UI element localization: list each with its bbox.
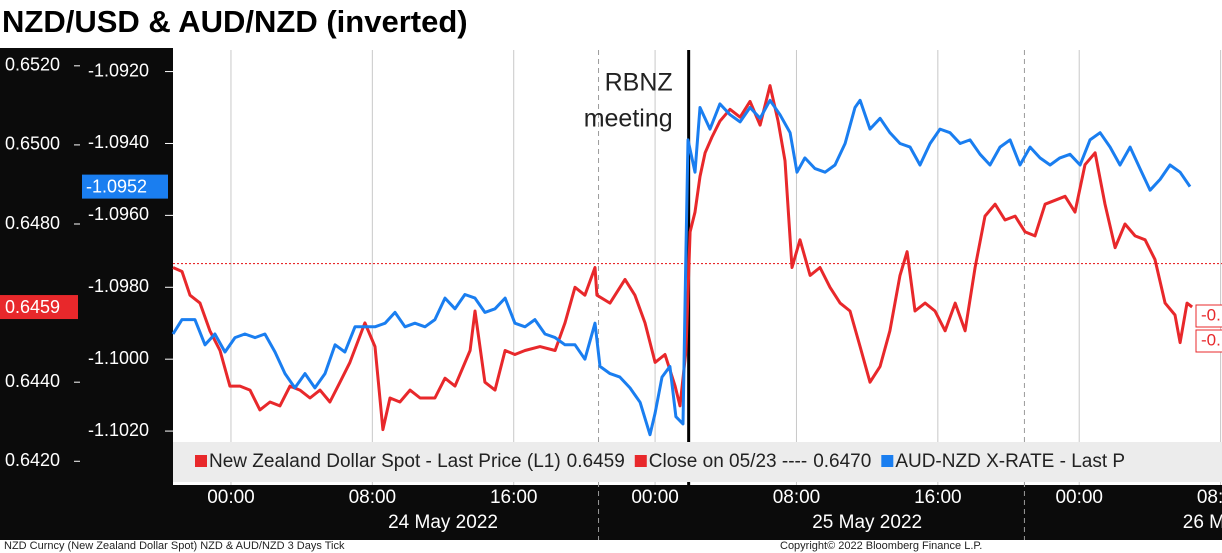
- x-tick-label: 00:00: [631, 487, 679, 508]
- edge-label-box: [1195, 329, 1222, 353]
- edge-label: -0.: [1201, 330, 1221, 349]
- time-axis-panel: [173, 485, 1222, 540]
- edge-label: -0.: [1201, 305, 1221, 324]
- axis-panel: [0, 48, 173, 540]
- last-value-box: [0, 295, 78, 320]
- annotation-text: meeting: [584, 105, 673, 133]
- y-tick-label: 0.6500: [5, 134, 60, 154]
- legend-band: [173, 442, 1222, 482]
- legend-part: AUD-NZD X-RATE - Last P: [895, 451, 1125, 472]
- last-value-label: -1.0952: [86, 176, 147, 196]
- y-tick-label: 0.6420: [5, 450, 60, 470]
- y-tick-label: 0.6520: [5, 55, 60, 75]
- y2-tick-label: -1.0980: [88, 276, 149, 296]
- last-value-label: 0.6459: [5, 297, 60, 317]
- legend-text: AUD-NZD X-RATE - Last P: [895, 451, 1125, 472]
- last-value-box: [82, 174, 168, 199]
- y-tick-label: 0.6480: [5, 213, 60, 233]
- plot-lines: RBNZ meeting: [171, 50, 1194, 485]
- x-tick-label: 08:00: [1197, 487, 1222, 508]
- legend-part: Close on 05/23 ----: [649, 451, 807, 472]
- annotation-text: RBNZ: [605, 69, 673, 97]
- y2-tick-label: -1.1000: [88, 348, 149, 368]
- series-line: [172, 84, 1194, 432]
- legend-swatch: [881, 455, 894, 467]
- y-tick-label: 0.6440: [5, 371, 60, 391]
- x-tick-label: 08:00: [349, 487, 397, 508]
- legend: New Zealand Dollar Spot - Last Price (L1…: [195, 451, 1125, 472]
- y2-tick-label: -1.0920: [88, 60, 149, 80]
- x-tick-label: 16:00: [490, 487, 538, 508]
- x-tick-label: 16:00: [914, 487, 962, 508]
- legend-part: 0.6459: [567, 451, 625, 472]
- chart-title: NZD/USD & AUD/NZD (inverted): [2, 4, 468, 39]
- axes: 00:00 08:00 16:00 00:00 08:00 16:00 00:00 08:00…: [0, 55, 1222, 533]
- legend-swatch: [634, 455, 647, 467]
- x-tick-label: 00:00: [207, 487, 255, 508]
- y2-tick-label: -1.1020: [88, 420, 149, 440]
- legend-swatch: [195, 455, 207, 467]
- date-label: 25 May 2022: [812, 512, 922, 533]
- x-tick-label: 08:00: [773, 487, 821, 508]
- y2-tick-label: -1.0940: [88, 132, 149, 152]
- x-tick-label: 00:00: [1055, 487, 1103, 508]
- footer-copyright: Copyright© 2022 Bloomberg Finance L.P.: [780, 540, 982, 552]
- date-label: 26 M: [1183, 512, 1222, 533]
- legend-part: New Zealand Dollar Spot - Last Price (L1…: [209, 451, 561, 472]
- date-label: 24 May 2022: [388, 512, 498, 533]
- footer-source: NZD Curncy (New Zealand Dollar Spot) NZD…: [4, 540, 345, 552]
- legend-text: Close on 05/23 ---- 0.6470: [649, 451, 872, 472]
- series-line: [171, 98, 1192, 437]
- edge-label-box: [1195, 304, 1222, 328]
- legend-part: 0.6470: [813, 451, 871, 472]
- y2-tick-label: -1.0960: [88, 204, 149, 224]
- legend-text: New Zealand Dollar Spot - Last Price (L1…: [209, 451, 625, 472]
